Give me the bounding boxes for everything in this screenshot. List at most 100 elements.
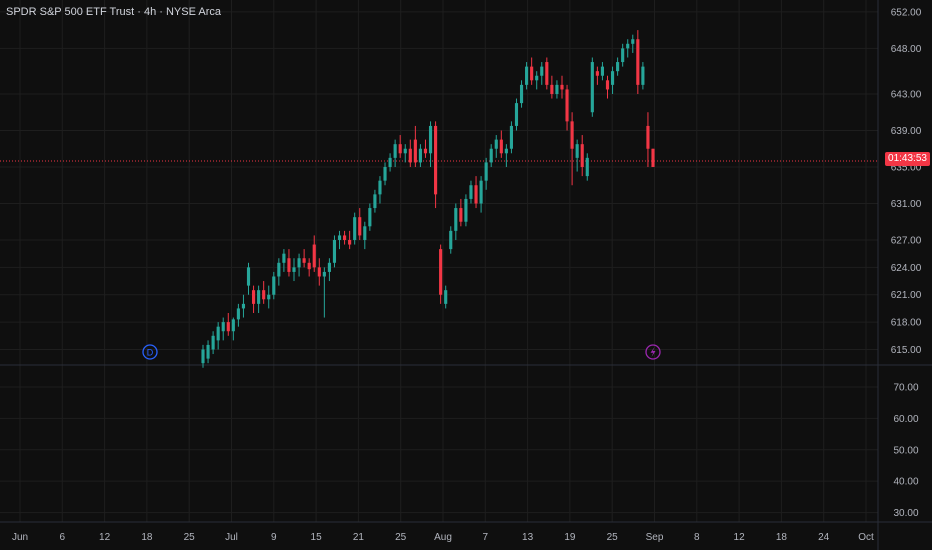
- candle: [469, 180, 473, 204]
- earnings-marker[interactable]: [645, 344, 661, 360]
- candle-body: [398, 144, 402, 154]
- candle: [322, 267, 326, 318]
- time-tick-label: 15: [311, 532, 323, 543]
- candle-body: [469, 185, 473, 199]
- candle: [408, 139, 412, 167]
- candle: [418, 144, 422, 167]
- candle: [550, 75, 554, 99]
- price-tick-label: 624.00: [891, 263, 922, 274]
- candle: [631, 34, 635, 53]
- candle-body: [514, 103, 519, 126]
- candle: [251, 285, 256, 313]
- candle-body: [494, 139, 498, 149]
- price-axis[interactable]: 615.00 618.00 621.00 624.00 627.00 631.00 635.…: [891, 7, 922, 356]
- time-axis[interactable]: Jun 6 12 18 25 Jul 9 15 21 25 Aug 7 13 19 25 Sep 8 12 18 24…: [12, 532, 874, 543]
- candle: [494, 135, 498, 158]
- candle-body: [519, 84, 524, 104]
- time-tick-label: 18: [776, 532, 788, 543]
- candle-body: [332, 239, 337, 263]
- candle-body: [459, 208, 463, 222]
- candle-body: [282, 253, 286, 263]
- candle: [565, 84, 569, 131]
- earnings-marker-circle: [645, 344, 661, 360]
- price-tick-label: 621.00: [891, 290, 922, 301]
- candle: [211, 331, 215, 355]
- candle: [555, 80, 559, 99]
- candle-body: [499, 139, 503, 154]
- candle-body: [575, 144, 579, 158]
- candle-body: [206, 344, 210, 359]
- candle-body: [444, 290, 448, 304]
- candle-body: [646, 125, 650, 149]
- candle-body: [580, 144, 584, 167]
- candle: [368, 203, 372, 231]
- price-tick-label: 627.00: [891, 235, 922, 246]
- candle: [616, 57, 620, 76]
- candle: [393, 139, 397, 167]
- candle: [519, 80, 524, 108]
- candle-body: [585, 157, 589, 177]
- candle: [246, 262, 251, 295]
- candle-body: [378, 180, 382, 195]
- candle: [226, 312, 230, 336]
- time-tick-label: 25: [607, 532, 619, 543]
- price-tick-label: 648.00: [891, 44, 922, 55]
- candle-body: [388, 157, 392, 167]
- candle-body: [555, 84, 559, 94]
- candle: [277, 258, 281, 286]
- candle: [363, 221, 367, 250]
- candle: [332, 235, 337, 268]
- candle: [580, 135, 584, 177]
- dividend-marker[interactable]: D: [142, 344, 158, 360]
- candle-body: [550, 84, 554, 94]
- candle-body: [535, 75, 539, 81]
- time-tick-label: Aug: [434, 532, 452, 543]
- candle: [348, 230, 352, 250]
- candle-body: [236, 308, 240, 320]
- candle-body: [454, 208, 458, 231]
- candle-body: [464, 198, 468, 222]
- candle-body: [636, 39, 640, 85]
- candle: [206, 340, 210, 364]
- candle: [474, 176, 478, 209]
- lower-tick-label: 40.00: [893, 477, 918, 488]
- candle-body: [292, 267, 296, 272]
- time-tick-label: 9: [271, 532, 277, 543]
- candle: [509, 121, 513, 154]
- candle: [257, 285, 261, 313]
- candle: [530, 57, 534, 85]
- candle: [610, 66, 615, 94]
- candle-body: [489, 148, 493, 163]
- candle: [373, 189, 377, 213]
- lower-pane-axis[interactable]: 30.00 40.00 50.00 60.00 70.00: [893, 382, 918, 519]
- candle: [292, 258, 296, 282]
- candle: [600, 62, 605, 81]
- price-tick-label: 631.00: [891, 199, 922, 210]
- candle-body: [327, 262, 331, 272]
- price-tick-label: 635.00: [891, 162, 922, 173]
- price-tick-label: 652.00: [891, 7, 922, 18]
- price-tick-label: 643.00: [891, 89, 922, 100]
- candle-body: [221, 322, 225, 332]
- candle-body: [267, 294, 271, 300]
- candle-body: [626, 43, 630, 49]
- candle: [267, 285, 271, 309]
- candle-body: [479, 180, 483, 204]
- candle-body: [413, 139, 417, 163]
- candle-body: [570, 121, 574, 149]
- candle-body: [408, 148, 412, 163]
- candle: [378, 176, 382, 204]
- candle-body: [363, 226, 367, 240]
- candle: [545, 57, 549, 90]
- candle: [484, 157, 488, 190]
- time-tick-label: 8: [694, 532, 700, 543]
- candle-body: [610, 71, 615, 85]
- candle-body: [545, 62, 549, 85]
- candle: [595, 66, 599, 85]
- candle: [307, 258, 311, 277]
- time-tick-label: Oct: [858, 532, 874, 543]
- candle-body: [540, 66, 544, 76]
- candle-body: [509, 125, 513, 149]
- candle-body: [474, 185, 478, 204]
